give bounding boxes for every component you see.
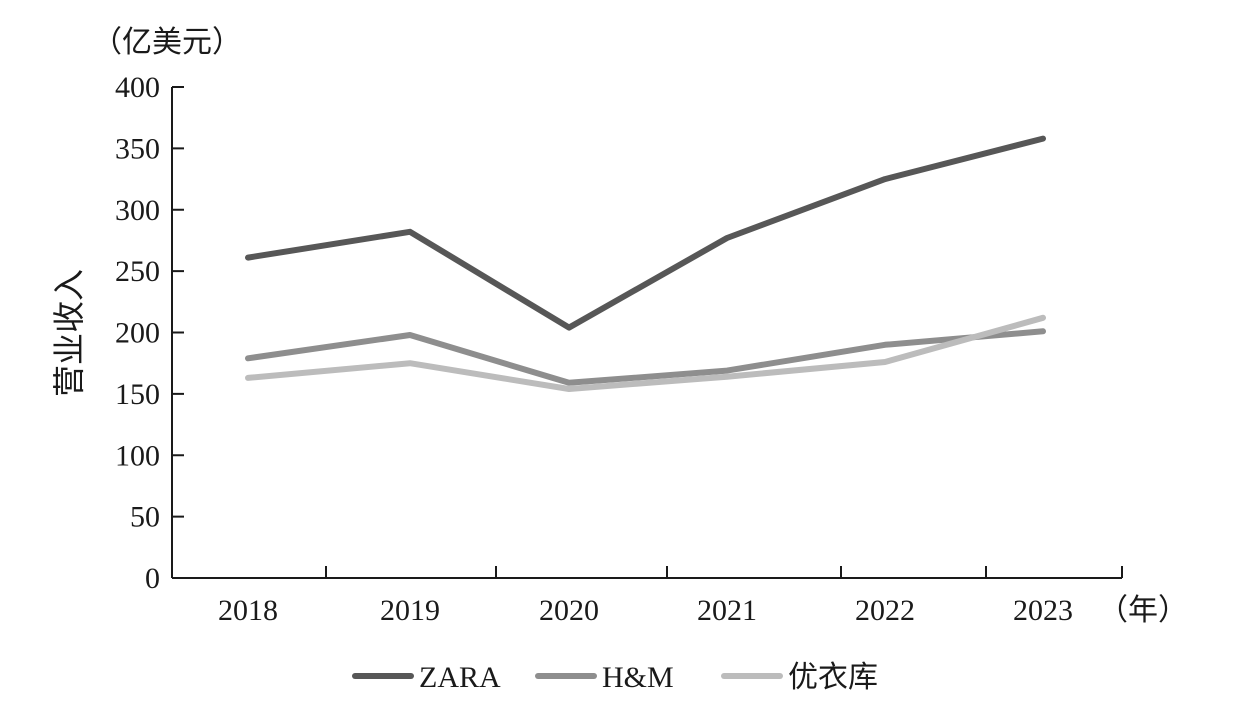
x-tick-label: 2021 <box>697 594 757 627</box>
legend-label: ZARA <box>419 661 501 694</box>
y-tick-label: 250 <box>115 255 160 288</box>
x-tick-label: 2023 <box>1013 594 1073 627</box>
legend-label: H&M <box>602 661 674 694</box>
x-tick-label: 2018 <box>218 594 278 627</box>
y-tick-label: 300 <box>115 194 160 227</box>
y-tick-label: 350 <box>115 132 160 165</box>
y-axis-unit: （亿美元） <box>92 26 242 59</box>
x-axis-ticks: 2018 2019 2020 2021 2022 2023 <box>218 566 1073 627</box>
x-tick-label: 2019 <box>380 594 440 627</box>
y-tick-label: 400 <box>115 71 160 104</box>
x-tick-label: 2022 <box>855 594 915 627</box>
legend: ZARA H&M 优衣库 <box>352 661 878 694</box>
y-tick-label: 50 <box>130 501 160 534</box>
y-axis-label: 营业收入 <box>51 269 87 397</box>
x-tick-label: 2020 <box>539 594 599 627</box>
y-tick-label: 100 <box>115 439 160 472</box>
y-tick-label: 0 <box>145 562 160 595</box>
y-tick-label: 200 <box>115 317 160 350</box>
x-axis-unit: （年） <box>1098 594 1188 627</box>
y-axis-ticks: 0 50 100 150 200 250 300 350 400 <box>115 71 184 595</box>
series-line <box>245 314 1046 392</box>
series-line <box>245 328 1046 386</box>
y-tick-label: 150 <box>115 378 160 411</box>
series-lines <box>245 135 1046 392</box>
legend-label: 优衣库 <box>788 661 878 694</box>
series-line <box>245 135 1046 331</box>
